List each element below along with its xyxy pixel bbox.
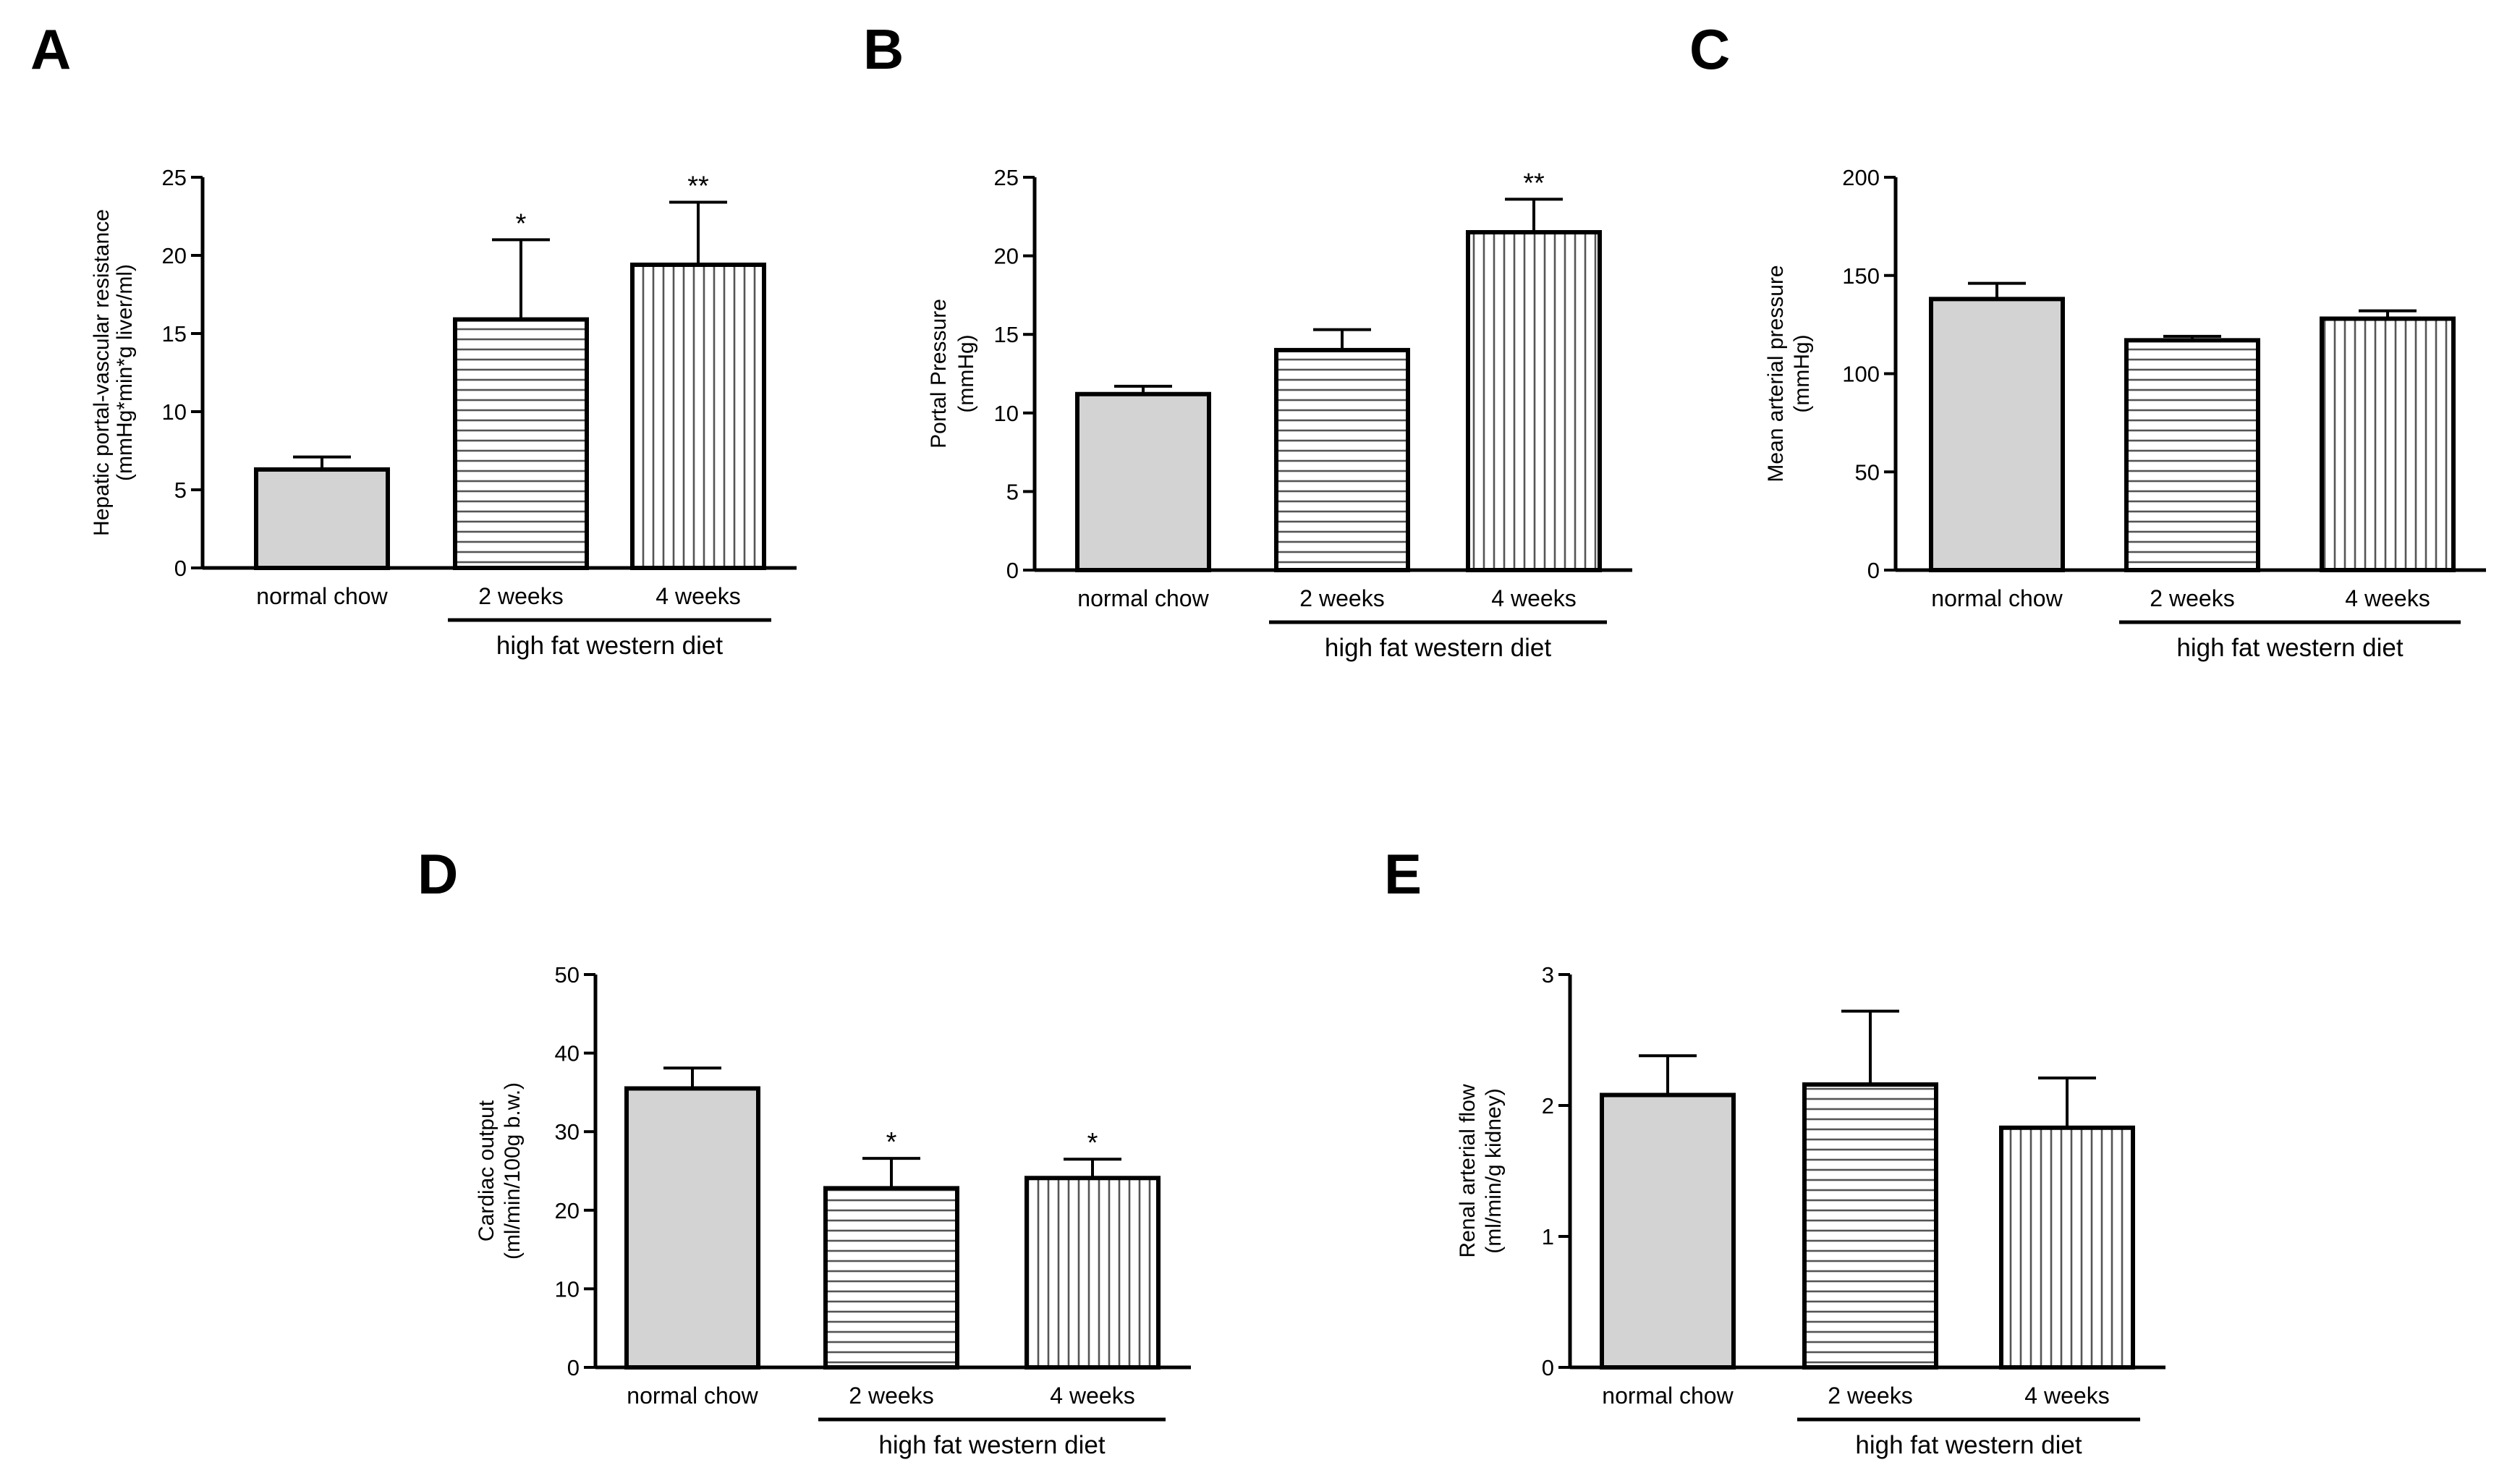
y-axis-label: (mmHg) xyxy=(954,334,978,412)
bar-normal-chow xyxy=(624,1086,760,1370)
x-tick-label: normal chow xyxy=(1931,585,2063,611)
y-axis-label: (mmHg) xyxy=(1790,334,1814,412)
bar-4-weeks xyxy=(1999,1125,2135,1370)
x-tick-label: normal chow xyxy=(627,1383,758,1409)
bar-4-weeks xyxy=(630,262,766,570)
y-tick-label: 10 xyxy=(994,401,1019,426)
y-axis-label: (ml/min/100g b.w.) xyxy=(501,1082,525,1260)
significance-marker: * xyxy=(516,208,527,239)
x-tick-label: 4 weeks xyxy=(656,583,740,609)
y-tick-label: 10 xyxy=(162,399,187,425)
chart-panel-b: B Portal Pressure (mmHg) 0 5 10 15 20 25 normal c… xyxy=(863,17,1632,662)
x-tick-label: 2 weeks xyxy=(478,583,563,609)
chart-panel-a: A Hepatic portal-vascular resistance (mmHg… xyxy=(30,17,797,660)
y-tick-label: 30 xyxy=(555,1119,580,1145)
x-tick-label: 2 weeks xyxy=(1299,585,1384,611)
x-tick-label: 4 weeks xyxy=(2345,585,2430,611)
bar-normal-chow xyxy=(1929,297,2065,572)
bar-2-weeks xyxy=(1274,347,1410,572)
y-tick-label: 50 xyxy=(1855,459,1880,485)
y-tick-label: 20 xyxy=(162,243,187,268)
y-tick-label: 5 xyxy=(174,477,187,503)
x-tick-label: 4 weeks xyxy=(1491,585,1576,611)
x-tick-label: 2 weeks xyxy=(849,1383,933,1409)
panel-letter: E xyxy=(1384,842,1422,906)
bar-2-weeks xyxy=(1802,1082,1938,1370)
y-tick-label: 200 xyxy=(1842,165,1880,190)
y-axis-label: Hepatic portal-vascular resistance xyxy=(90,209,114,536)
panel-letter: B xyxy=(863,17,904,81)
y-axis-label: (ml/min/g kidney) xyxy=(1482,1088,1506,1253)
chart-panel-d: D Cardiac output (ml/min/100g b.w.) 0 10 20 30… xyxy=(417,842,1191,1459)
group-label: high fat western diet xyxy=(496,632,724,660)
y-tick-label: 0 xyxy=(1867,558,1880,583)
chart-panel-c: C Mean arterial pressure (mmHg) 0 50 100 150 20… xyxy=(1689,17,2486,662)
y-tick-label: 150 xyxy=(1842,263,1880,289)
bar-4-weeks xyxy=(2320,316,2456,572)
bar-2-weeks xyxy=(2124,338,2260,572)
y-tick-label: 0 xyxy=(1006,558,1019,583)
significance-marker: * xyxy=(886,1127,897,1158)
x-tick-label: 4 weeks xyxy=(1050,1383,1134,1409)
y-tick-label: 10 xyxy=(555,1276,580,1302)
y-tick-label: 25 xyxy=(994,165,1019,190)
bar-normal-chow xyxy=(254,467,390,570)
y-tick-label: 0 xyxy=(174,556,187,581)
panel-letter: A xyxy=(30,17,71,81)
x-tick-label: 2 weeks xyxy=(2150,585,2234,611)
y-tick-label: 0 xyxy=(1542,1355,1554,1380)
significance-marker: * xyxy=(1087,1128,1098,1158)
x-tick-label: normal chow xyxy=(256,583,388,609)
y-tick-label: 40 xyxy=(555,1041,580,1066)
y-tick-label: 5 xyxy=(1006,479,1019,504)
y-tick-label: 50 xyxy=(555,962,580,988)
y-axis-label: Portal Pressure xyxy=(927,299,951,449)
bar-4-weeks xyxy=(1024,1176,1161,1370)
significance-marker: ** xyxy=(687,171,709,202)
x-tick-label: 4 weeks xyxy=(2024,1383,2109,1409)
chart-panel-e: E Renal arterial flow (ml/min/g kidney) 0 1 2… xyxy=(1384,842,2165,1459)
group-label: high fat western diet xyxy=(1855,1431,2082,1459)
x-tick-label: normal chow xyxy=(1602,1383,1734,1409)
panel-letter: D xyxy=(417,842,458,906)
y-tick-label: 20 xyxy=(994,244,1019,269)
y-tick-label: 3 xyxy=(1542,962,1554,988)
y-axis-label: Cardiac output xyxy=(475,1100,499,1241)
y-axis-label: (mmHg*min*g liver/ml) xyxy=(113,264,137,481)
y-tick-label: 20 xyxy=(555,1198,580,1223)
bar-2-weeks xyxy=(823,1186,959,1370)
group-label: high fat western diet xyxy=(2176,634,2404,662)
y-tick-label: 100 xyxy=(1842,362,1880,387)
bar-normal-chow xyxy=(1600,1092,1736,1370)
x-tick-label: 2 weeks xyxy=(1828,1383,1912,1409)
significance-marker: ** xyxy=(1523,168,1545,198)
group-label: high fat western diet xyxy=(1325,634,1552,662)
y-axis-label: Mean arterial pressure xyxy=(1764,265,1788,482)
y-tick-label: 15 xyxy=(994,322,1019,347)
y-axis-label: Renal arterial flow xyxy=(1456,1084,1480,1257)
x-tick-label: normal chow xyxy=(1077,585,1209,611)
y-tick-label: 2 xyxy=(1542,1093,1554,1118)
panel-letter: C xyxy=(1689,17,1730,81)
y-tick-label: 0 xyxy=(567,1355,580,1380)
y-tick-label: 25 xyxy=(162,165,187,190)
bar-2-weeks xyxy=(453,317,589,570)
bar-4-weeks xyxy=(1466,230,1602,572)
y-tick-label: 1 xyxy=(1542,1224,1554,1249)
y-tick-label: 15 xyxy=(162,321,187,347)
bar-normal-chow xyxy=(1075,391,1211,573)
group-label: high fat western diet xyxy=(878,1431,1106,1459)
